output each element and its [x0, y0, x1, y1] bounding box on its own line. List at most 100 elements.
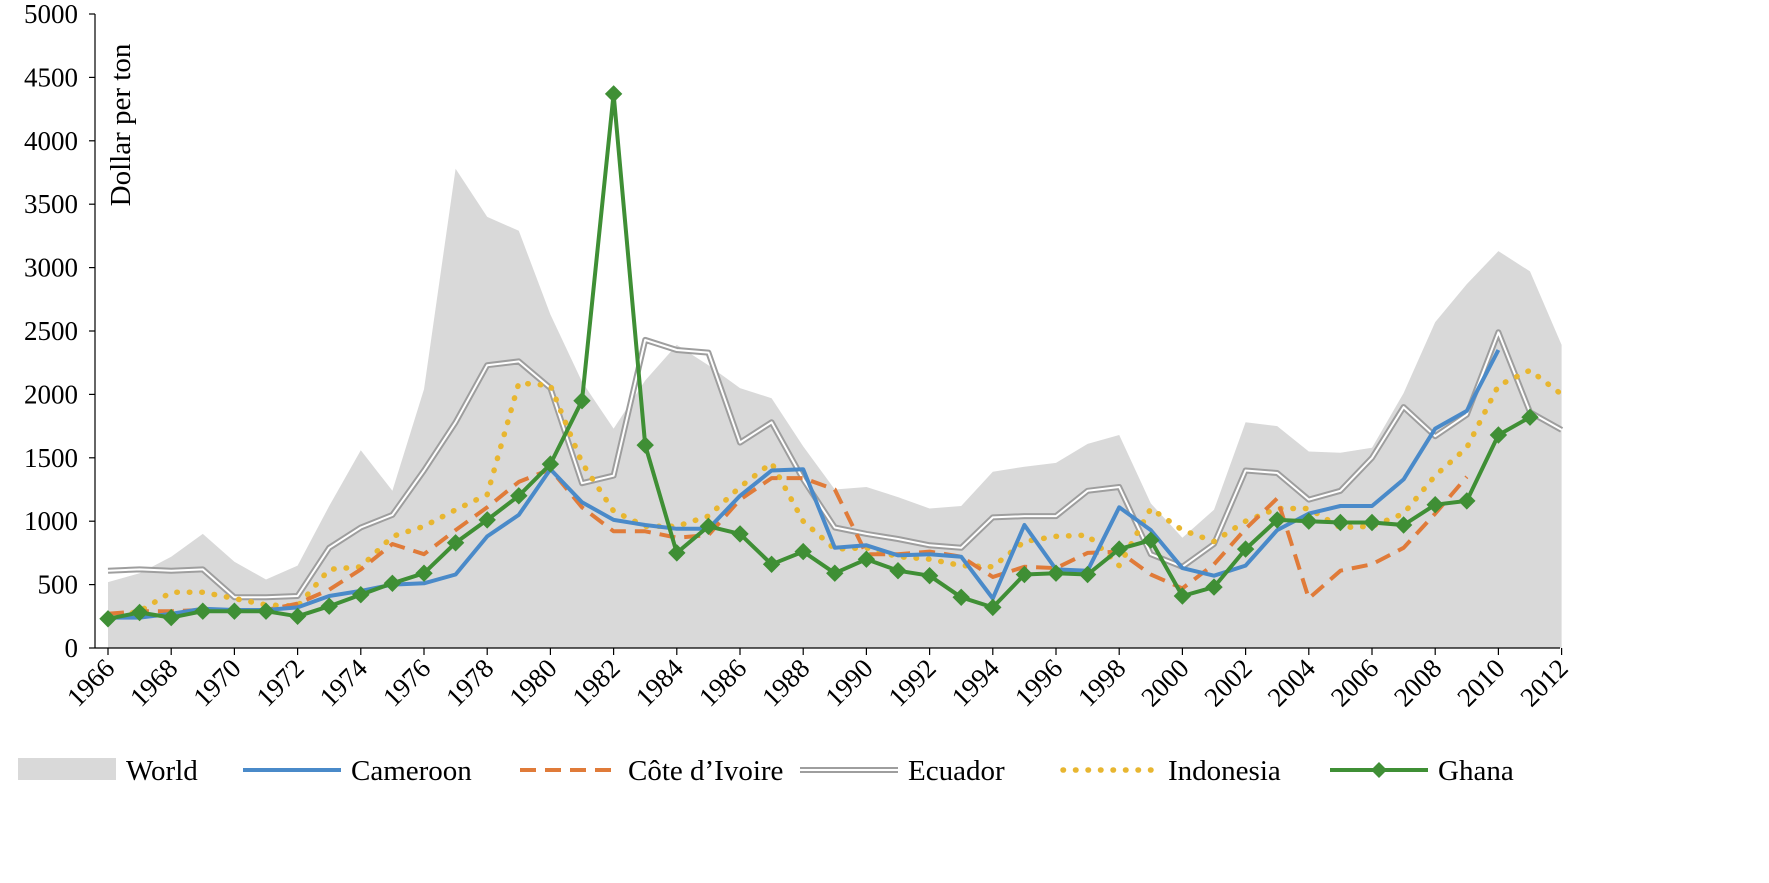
legend: World Cameroon Côte d’Ivoire Ecuador Indones…: [18, 755, 1514, 787]
legend-label-indonesia: Indonesia: [1168, 755, 1281, 787]
ghana-point-1990: [857, 550, 876, 568]
x-tick-label-2008: 2008: [1388, 653, 1447, 712]
y-tick-label-2000: 2000: [24, 379, 78, 409]
x-tick-label-1990: 1990: [819, 653, 878, 712]
y-tick-label-1500: 1500: [24, 443, 78, 473]
ghana-point-2001: [1205, 578, 1223, 596]
legend-label-world: World: [126, 755, 198, 787]
ghana-point-1977: [446, 534, 465, 552]
x-tick-label-1998: 1998: [1072, 653, 1131, 712]
ghana-point-1971: [257, 602, 275, 620]
legend-item-cote-d-ivoire: Côte d’Ivoire: [520, 755, 783, 787]
cameroon-line: [108, 349, 1501, 620]
x-tick-label-2000: 2000: [1135, 653, 1194, 712]
x-tick-label-1970: 1970: [187, 653, 246, 712]
legend-swatch-world: [18, 758, 116, 780]
indonesia-line: [105, 367, 1565, 622]
ghana-point-2010: [1489, 426, 1508, 444]
y-tick-label-2500: 2500: [24, 316, 78, 346]
x-tick-label-2010: 2010: [1451, 653, 1510, 712]
ghana-point-1987: [762, 555, 781, 574]
legend-item-indonesia: Indonesia: [1060, 755, 1281, 787]
legend-item-ghana: Ghana: [1330, 755, 1514, 787]
x-tick-label-1994: 1994: [946, 653, 1006, 713]
ghana-point-1980: [541, 455, 560, 473]
ghana-point-1969: [194, 602, 212, 620]
y-tick-label-0: 0: [65, 633, 79, 663]
ghana-point-2006: [1363, 513, 1381, 532]
ghana-point-2009: [1458, 492, 1476, 510]
ghana-point-1970: [225, 602, 244, 620]
legend-label-cameroon: Cameroon: [351, 755, 472, 787]
ghana-point-2003: [1268, 511, 1286, 529]
ghana-point-1994: [984, 598, 1002, 617]
x-tick-label-1968: 1968: [124, 653, 183, 712]
ghana-point-1966: [99, 610, 117, 628]
ghana-point-2002: [1236, 540, 1255, 558]
ecuador-line-inner: [107, 331, 1563, 599]
ghana-point-1973: [320, 597, 338, 615]
ghana-point-1974: [352, 585, 370, 604]
y-tick-labels: 0 500 1000 1500 2000 2500 3000 3500 4000 4500 5000: [24, 0, 95, 663]
x-tick-label-1984: 1984: [630, 653, 690, 713]
y-tick-label-1000: 1000: [24, 506, 78, 536]
ecuador-series: [107, 329, 1564, 601]
ghana-point-1986: [731, 525, 749, 543]
ghana-point-1972: [288, 607, 307, 626]
ghana-point-1983: [636, 436, 654, 454]
x-tick-label-1980: 1980: [503, 653, 562, 712]
x-tick-label-1988: 1988: [756, 653, 815, 712]
ghana-point-1978: [478, 511, 496, 529]
ghana-point-1967: [130, 603, 149, 622]
x-tick-label-1992: 1992: [882, 653, 941, 712]
ghana-point-1981: [573, 391, 591, 410]
ghana-point-2005: [1331, 513, 1350, 532]
cote-d-ivoire-line: [107, 467, 1469, 616]
legend-item-cameroon: Cameroon: [243, 755, 472, 787]
x-tick-label-1996: 1996: [1009, 653, 1068, 712]
ghana-point-1985: [699, 517, 718, 536]
x-tick-label-1974: 1974: [314, 653, 374, 713]
y-tick-label-3000: 3000: [24, 253, 78, 283]
ghana-point-1999: [1142, 531, 1160, 549]
ghana-line: [107, 91, 1531, 621]
ghana-point-2004: [1300, 512, 1318, 530]
ghana-point-2007: [1394, 516, 1413, 534]
ghana-point-1984: [668, 544, 686, 562]
legend-item-ecuador: Ecuador: [800, 755, 1005, 787]
ghana-series: [99, 85, 1539, 628]
y-tick-label-3500: 3500: [24, 189, 78, 219]
y-axis-label: Dollar per ton: [105, 43, 137, 206]
world-area: [108, 168, 1562, 648]
y-tick-label-4500: 4500: [24, 62, 78, 92]
ghana-point-1997: [1078, 565, 1097, 584]
ghana-point-1998: [1110, 540, 1128, 558]
legend-marker-ghana: [1371, 762, 1387, 778]
x-tick-label-1972: 1972: [250, 653, 309, 712]
ghana-point-1992: [920, 566, 939, 585]
ghana-point-1993: [952, 588, 970, 607]
ghana-point-1995: [1015, 565, 1034, 584]
ghana-point-1989: [826, 564, 844, 582]
legend-label-ghana: Ghana: [1438, 755, 1514, 787]
x-tick-labels: 1966 1968 1970 1972 1974 1976 1978 1980 1982 1984…: [61, 648, 1574, 712]
y-tick-label-500: 500: [38, 570, 79, 600]
ghana-point-2000: [1173, 587, 1192, 605]
ghana-point-1982: [604, 85, 623, 103]
x-tick-label-2012: 2012: [1514, 653, 1573, 712]
x-tick-label-1986: 1986: [693, 653, 752, 712]
x-tick-label-2004: 2004: [1262, 653, 1322, 713]
ghana-point-2011: [1521, 408, 1539, 426]
plot-area: [99, 85, 1565, 648]
x-tick-label-2006: 2006: [1325, 653, 1384, 712]
legend-label-cote-d-ivoire: Côte d’Ivoire: [628, 755, 783, 787]
y-tick-label-4000: 4000: [24, 126, 78, 156]
ghana-point-1991: [889, 561, 907, 580]
ghana-point-1988: [794, 542, 812, 561]
ghana-point-2008: [1426, 495, 1444, 514]
ghana-point-1968: [162, 608, 180, 627]
x-tick-label-1982: 1982: [566, 653, 625, 712]
ghana-point-1996: [1047, 564, 1065, 582]
ghana-point-1979: [510, 487, 528, 505]
